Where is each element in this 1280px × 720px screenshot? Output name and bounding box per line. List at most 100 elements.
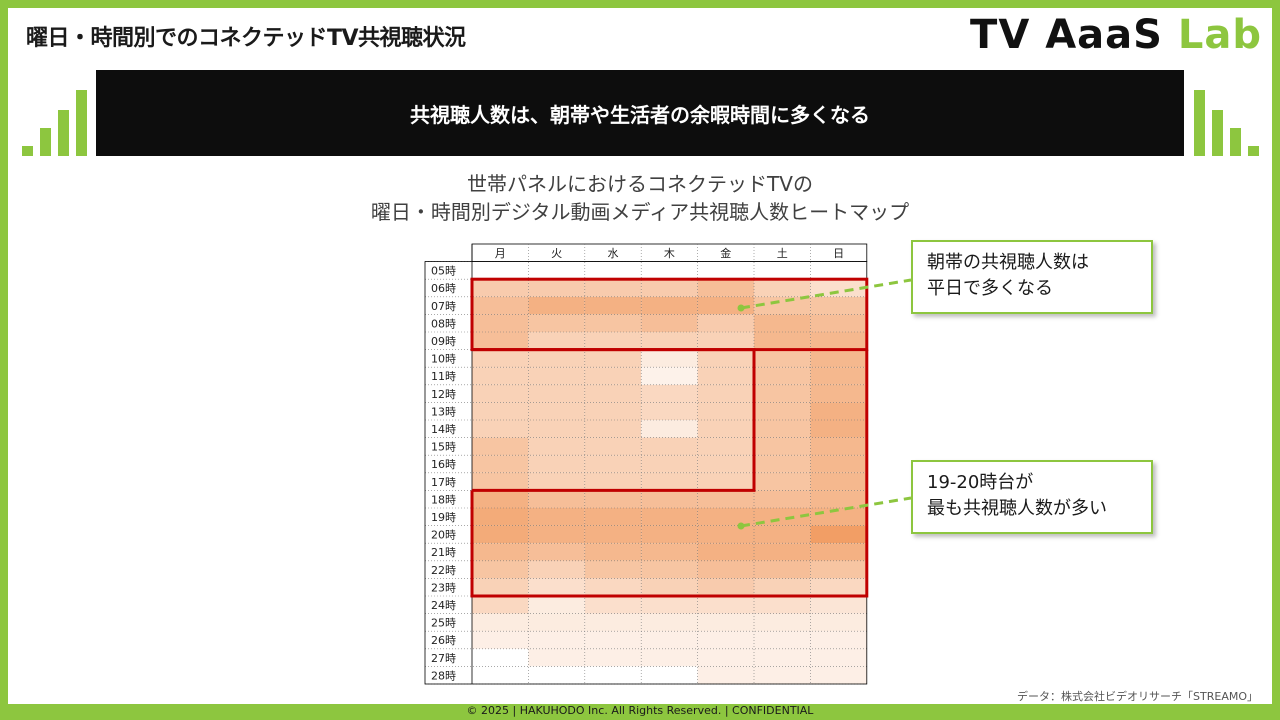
heatmap-cell [810,525,867,544]
heatmap-cell [472,279,529,297]
heatmap-cell [584,508,642,526]
heatmap-cell [697,314,754,332]
heatmap-cell [754,613,811,632]
heatmap-cell [810,384,867,403]
heatmap-cell [697,261,754,280]
heatmap-cell [472,613,529,632]
heatmap-cell [584,666,642,684]
heatmap-cell [528,420,585,438]
heatmap-cell [472,437,529,456]
heatmap-cell [584,402,642,420]
row-label: 18時 [431,493,456,506]
row-label: 25時 [431,617,456,630]
column-label: 火 [551,247,562,260]
heatmap-cell [528,666,585,684]
heatmap-cell [584,332,642,350]
heatmap-cell [641,596,698,614]
heatmap-cell [754,648,811,667]
heatmap-cell [472,261,529,280]
heatmap-cell [528,455,585,473]
heatmap-cell [472,472,529,491]
bar-graphic-left [16,90,88,156]
heatmap-cell [641,560,698,579]
row-label: 19時 [431,511,456,524]
heatmap-cell [754,666,811,684]
heatmap-cell [754,367,811,385]
callout-morning: 朝帯の共視聴人数は 平日で多くなる [911,240,1153,314]
heatmap-cell [641,490,698,508]
row-label: 20時 [431,529,456,542]
heatmap-cell [641,578,698,596]
callout-leader-morning [740,278,912,310]
heatmap-cell [472,367,529,385]
heatmap-cell [754,525,811,544]
heatmap-cell [810,596,867,614]
row-label: 27時 [431,652,456,665]
heatmap-cell [697,543,754,561]
heatmap-cell [810,613,867,632]
heatmap-cell [641,279,698,297]
heatmap-cell [810,261,867,280]
heatmap-cell [584,314,642,332]
column-label: 日 [833,247,844,260]
heatmap-cell [472,349,529,368]
heatmap-cell [472,578,529,596]
heatmap-cell [528,384,585,403]
headline-banner: 共視聴人数は、朝帯や生活者の余暇時間に多くなる [96,70,1184,156]
heatmap-cell [584,631,642,649]
heatmap-cell [528,525,585,544]
heatmap-cell [754,279,811,297]
heatmap-cell [754,420,811,438]
heatmap-cell [810,578,867,596]
heatmap-cell [754,490,811,508]
heatmap-cell [810,490,867,508]
heatmap-cell [584,261,642,280]
row-label: 05時 [431,265,456,278]
heatmap-cell [472,560,529,579]
callout-morning-line1: 朝帯の共視聴人数は [927,252,1089,273]
heatmap-cell [584,349,642,368]
heatmap-cell [584,648,642,667]
heatmap-cell [754,631,811,649]
bar-graphic-right [1192,90,1264,156]
heatmap-cell [472,596,529,614]
heatmap-cell [641,472,698,491]
column-label: 水 [608,247,619,260]
heatmap-cell [754,296,811,315]
heatmap-cell [697,420,754,438]
callout-leader-dot [737,522,745,530]
heatmap-cell [528,596,585,614]
heatmap-cell [754,349,811,368]
heatmap-cell [584,543,642,561]
heatmap-cell [754,543,811,561]
column-label: 土 [777,247,788,260]
heatmap-cell [697,508,754,526]
heatmap-cell [528,261,585,280]
heatmap-cell [472,666,529,684]
heatmap-cell [697,349,754,368]
heatmap-cell [810,349,867,368]
heatmap-cell [641,367,698,385]
heatmap-cell [584,455,642,473]
heatmap-cell [472,648,529,667]
heatmap-cell [641,666,698,684]
row-label: 10時 [431,353,456,366]
chart-title-line1: 世帯パネルにおけるコネクテッドTVの [467,172,813,196]
heatmap-cell [528,508,585,526]
row-label: 26時 [431,634,456,647]
heatmap-cell [754,402,811,420]
heatmap-cell [810,666,867,684]
heatmap-cell [641,508,698,526]
heatmap-cell [697,296,754,315]
row-label: 11時 [431,370,456,383]
brand-accent: Lab [1177,12,1262,58]
heatmap-cell [697,560,754,579]
callout-leader-dot [737,304,745,312]
heatmap-cell [754,578,811,596]
column-label: 木 [664,247,675,260]
row-label: 09時 [431,335,456,348]
heatmap-cell [810,648,867,667]
row-label: 12時 [431,388,456,401]
heatmap-cell [754,332,811,350]
heatmap-cell [584,296,642,315]
